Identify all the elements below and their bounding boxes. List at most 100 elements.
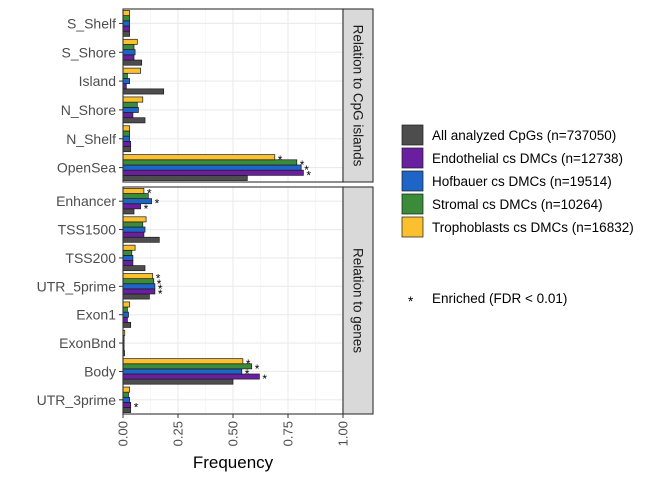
bar-utr_3prime-series-0 — [122, 407, 132, 413]
bar-tss200-series-4 — [122, 244, 136, 251]
legend-label-1: Endothelial cs DMCs (n=12738) — [432, 151, 623, 166]
bar-s_shore-series-0 — [122, 59, 143, 66]
star-utr_5prime-series-1: * — [158, 287, 163, 301]
bar-island-series-4 — [122, 67, 141, 74]
star-body-series-1: * — [262, 372, 267, 386]
legend-label-0: All analyzed CpGs (n=737050) — [432, 128, 616, 143]
bar-tss1500-series-4 — [122, 216, 147, 223]
bar-tss1500-series-1 — [122, 231, 145, 238]
bar-tss1500-series-0 — [122, 236, 160, 243]
bar-s_shelf-series-2 — [122, 20, 130, 27]
bar-island-series-3 — [122, 72, 128, 79]
bar-n_shore-series-2 — [122, 106, 139, 113]
y-tick-label-s_shelf: S_Shelf — [67, 15, 116, 31]
bar-n_shelf-series-2 — [122, 135, 130, 142]
legend-label-3: Stromal cs DMCs (n=10264) — [432, 197, 603, 212]
bar-island-series-2 — [122, 78, 130, 85]
x-axis-title: Frequency — [193, 453, 274, 472]
star-utr_3prime-series-1: * — [134, 400, 139, 414]
bar-n_shelf-series-3 — [122, 130, 130, 137]
bar-tss200-series-2 — [122, 255, 134, 261]
bar-n_shelf-series-1 — [122, 140, 132, 147]
bar-n_shore-series-4 — [122, 96, 144, 103]
bar-s_shore-series-1 — [122, 54, 135, 61]
legend-key-4 — [401, 216, 424, 238]
bar-utr_5prime-series-3 — [122, 278, 155, 285]
bar-utr_5prime-series-0 — [122, 293, 150, 300]
bar-s_shelf-series-4 — [122, 10, 130, 16]
x-tick-label: 1.00 — [336, 421, 351, 446]
bar-utr_3prime-series-2 — [122, 396, 130, 403]
star-enhancer-series-4: * — [147, 187, 152, 201]
y-tick-label-exonbnd: ExonBnd — [59, 335, 116, 351]
x-tick-label: 0.50 — [226, 421, 241, 446]
bar-n_shore-series-1 — [122, 112, 134, 119]
y-tick-label-utr_3prime: UTR_3prime — [37, 392, 117, 408]
star-body-series-3: * — [255, 362, 260, 376]
bar-utr_5prime-series-4 — [122, 273, 154, 280]
bar-n_shelf-series-4 — [122, 125, 130, 132]
facet-strip-label: Relation to genes — [351, 248, 366, 353]
facet-strip — [342, 186, 374, 415]
bar-body-series-1 — [122, 373, 260, 380]
legend-label-4: Trophoblasts cs DMCs (n=16832) — [432, 220, 634, 235]
legend-key-1 — [401, 147, 424, 169]
bar-tss200-series-1 — [122, 260, 134, 266]
y-tick-label-exon1: Exon1 — [76, 307, 116, 323]
bar-n_shore-series-0 — [122, 117, 146, 124]
star-legend-symbol: * — [408, 294, 414, 309]
bar-utr_3prime-series-3 — [122, 391, 129, 398]
y-tick-label-enhancer: Enhancer — [56, 193, 116, 209]
legend-key-3 — [401, 193, 424, 215]
x-tick-label: 0.75 — [281, 421, 296, 446]
bar-s_shore-series-2 — [122, 49, 136, 56]
bar-utr_5prime-series-2 — [122, 283, 156, 290]
legend-key-2 — [401, 170, 424, 192]
bar-island-series-0 — [122, 88, 165, 95]
bar-body-series-4 — [122, 358, 244, 365]
star-legend-label: Enriched (FDR < 0.01) — [432, 291, 567, 306]
bar-enhancer-series-4 — [122, 188, 145, 194]
star-body-series-4: * — [246, 357, 251, 371]
bar-s_shore-series-4 — [122, 38, 138, 45]
bar-opensea-series-4 — [122, 154, 276, 161]
facet-strip — [342, 8, 374, 183]
bar-exon1-series-4 — [122, 301, 130, 308]
bar-s_shelf-series-0 — [122, 30, 130, 37]
star-opensea-series-4: * — [278, 153, 283, 167]
bar-opensea-series-0 — [122, 175, 248, 181]
star-body-series-2: * — [245, 367, 250, 381]
y-tick-label-tss1500: TSS1500 — [58, 222, 117, 238]
bar-tss200-series-3 — [122, 249, 133, 256]
bar-s_shore-series-3 — [122, 44, 135, 51]
bar-body-series-2 — [122, 368, 243, 375]
bar-s_shelf-series-1 — [122, 25, 130, 32]
bar-opensea-series-2 — [122, 164, 302, 171]
y-tick-label-n_shelf: N_Shelf — [66, 131, 116, 147]
y-tick-label-body: Body — [84, 363, 116, 379]
bar-opensea-series-1 — [122, 169, 304, 176]
x-tick-label: 0.00 — [116, 421, 131, 446]
bar-exon1-series-2 — [122, 311, 129, 318]
bar-utr_3prime-series-4 — [122, 386, 130, 393]
star-utr_5prime-series-4: * — [156, 272, 161, 286]
star-opensea-series-1: * — [306, 168, 311, 182]
star-opensea-series-3: * — [300, 158, 305, 172]
y-tick-label-utr_5prime: UTR_5prime — [37, 278, 117, 294]
y-tick-label-island: Island — [79, 73, 116, 89]
legend-label-2: Hofbauer cs DMCs (n=19514) — [432, 174, 612, 189]
bar-s_shelf-series-3 — [122, 15, 130, 22]
star-opensea-series-2: * — [304, 163, 309, 177]
bar-utr_5prime-series-1 — [122, 288, 156, 295]
y-tick-label-s_shore: S_Shore — [62, 44, 117, 60]
bar-body-series-3 — [122, 363, 253, 370]
bar-n_shore-series-3 — [122, 101, 138, 108]
bar-opensea-series-3 — [122, 159, 298, 166]
y-tick-label-opensea: OpenSea — [57, 160, 116, 176]
bar-n_shelf-series-0 — [122, 146, 132, 153]
star-enhancer-series-1: * — [144, 202, 149, 216]
bar-utr_3prime-series-1 — [122, 402, 132, 408]
bar-exon1-series-1 — [122, 316, 128, 323]
bar-body-series-0 — [122, 378, 234, 385]
